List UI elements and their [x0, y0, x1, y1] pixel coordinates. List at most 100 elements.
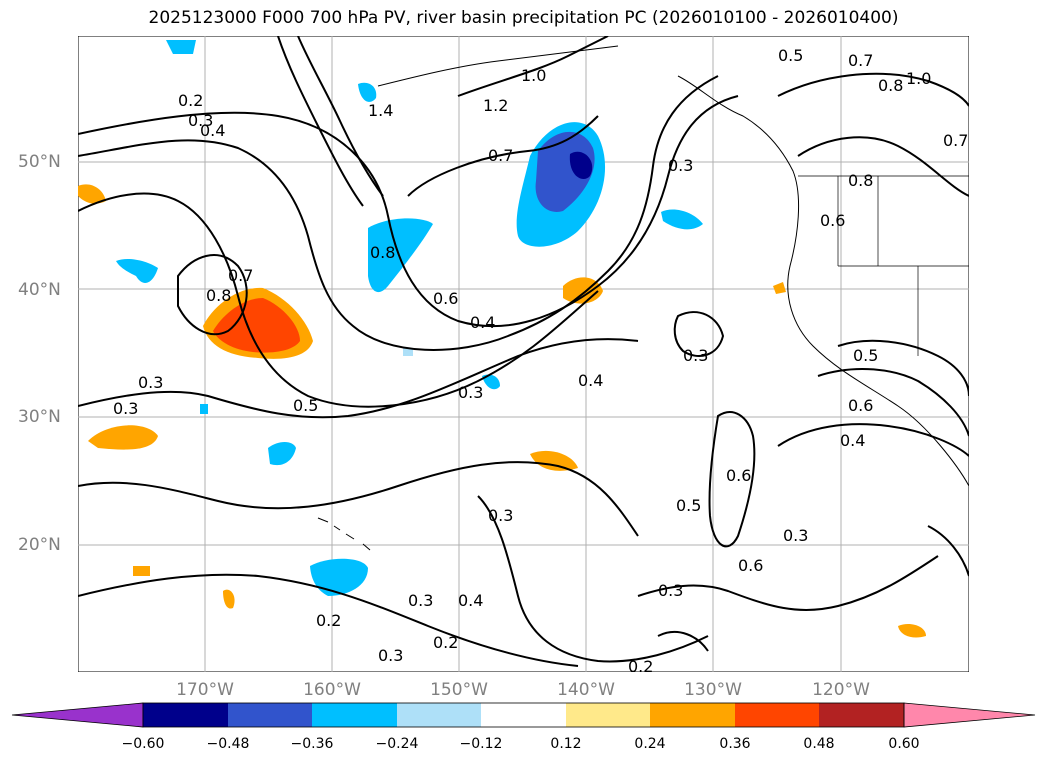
contour-label: 0.4: [470, 313, 495, 332]
neg-patch-small-3: [403, 348, 413, 356]
contour-line-17: [457, 36, 609, 97]
contour-label: 0.6: [820, 211, 845, 230]
lat-label-30n: 30°N: [18, 407, 61, 427]
pos-patch-main-core: [213, 298, 300, 353]
precipitation-shading: [78, 40, 926, 638]
contour-line-15: [777, 72, 969, 107]
contour-line-6: [78, 573, 579, 667]
colorbar-outline: [142, 702, 905, 728]
contour-label: 0.6: [726, 466, 751, 485]
coastlines: [317, 45, 969, 551]
contour-label: 0.3: [658, 581, 683, 600]
colorbar-tick: 0.12: [550, 736, 582, 752]
contour-label: 0.2: [628, 657, 653, 672]
contour-line-11: [837, 339, 969, 397]
neg-patch-central: [268, 442, 296, 466]
map-panel: 0.2 0.3 0.4 1.4 1.2 1.0 0.7 0.5 0.7 0.8 …: [78, 36, 969, 672]
colorbar-tick: −0.24: [375, 736, 419, 752]
pv-contours: [78, 36, 969, 667]
contour-label-group: 0.2 0.3 0.4 1.4 1.2 1.0 0.7 0.5 0.7 0.8 …: [113, 46, 968, 672]
colorbar-segment: [312, 703, 397, 727]
colorbar-extend-low: [11, 702, 144, 728]
contour-label: 0.3: [138, 373, 163, 392]
neg-patch-northwest-small: [358, 82, 377, 102]
pos-patch-small-east: [773, 282, 786, 294]
contour-label: 0.3: [378, 646, 403, 665]
colorbar-segment: [735, 703, 819, 727]
colorbar-segment: [143, 703, 228, 727]
lat-label-40n: 40°N: [18, 280, 61, 300]
colorbar-tick: −0.60: [121, 736, 165, 752]
contour-label: 1.0: [906, 69, 931, 88]
neg-patch-east: [661, 209, 703, 230]
contour-line-5: [78, 461, 639, 537]
contour-label: 0.3: [188, 111, 213, 130]
contour-label: 0.7: [848, 51, 873, 70]
contour-line-3: [78, 192, 599, 408]
contour-label: 0.2: [316, 611, 341, 630]
contour-line-4: [78, 338, 639, 419]
lon-label-150w: 150°W: [430, 680, 488, 700]
contour-label: 1.0: [521, 66, 546, 85]
pos-patch-far-west: [78, 184, 106, 204]
colorbar: [11, 702, 1036, 728]
colorbar-segment: [566, 703, 650, 727]
coastline-alaska: [377, 45, 619, 87]
neg-patch-top-left: [166, 40, 196, 54]
contour-line-10: [673, 311, 725, 357]
contour-label: 0.3: [113, 399, 138, 418]
contour-label: 0.6: [738, 556, 763, 575]
contour-label: 0.3: [488, 506, 513, 525]
lon-label-120w: 120°W: [812, 680, 870, 700]
lat-label-20n: 20°N: [18, 535, 61, 555]
contour-label: 0.3: [783, 526, 808, 545]
contour-label: 0.5: [293, 396, 318, 415]
contour-label: 0.3: [458, 383, 483, 402]
contour-line-18: [277, 36, 364, 207]
pos-patch-center-south: [530, 450, 578, 471]
contour-line-16: [407, 115, 599, 197]
contour-label: 1.2: [483, 96, 508, 115]
neg-patch-mid-west: [368, 218, 433, 293]
contour-line-22: [927, 525, 969, 577]
colorbar-tick: −0.36: [290, 736, 334, 752]
neg-patch-south: [310, 558, 368, 596]
contour-label: 0.4: [840, 431, 865, 450]
pos-patch-southeast: [898, 624, 926, 638]
neg-patch-small-1: [482, 374, 500, 390]
contour-line-19: [297, 36, 384, 197]
contour-label: 0.3: [683, 346, 708, 365]
contour-label: 0.7: [228, 266, 253, 285]
contour-line-14: [797, 136, 969, 197]
contour-line-9: [708, 411, 756, 548]
contour-label: 0.4: [578, 371, 603, 390]
contour-line-20: [177, 254, 248, 336]
contour-label: 0.6: [848, 396, 873, 415]
colorbar-segment: [819, 703, 904, 727]
contour-label: 0.3: [668, 156, 693, 175]
colorbar-segment: [481, 703, 566, 727]
lon-label-130w: 130°W: [684, 680, 742, 700]
contour-line-21: [657, 631, 709, 652]
contour-label: 0.8: [206, 286, 231, 305]
map-title: 2025123000 F000 700 hPa PV, river basin …: [148, 8, 899, 28]
pos-patch-west: [88, 425, 158, 450]
contour-label: 0.7: [943, 131, 968, 150]
colorbar-tick: −0.12: [459, 736, 503, 752]
coastline-north-america: [677, 75, 969, 487]
colorbar-tick: 0.48: [803, 736, 835, 752]
contour-label: 0.2: [178, 91, 203, 110]
contour-line-12: [817, 368, 969, 437]
neg-patch-small-2: [200, 404, 208, 414]
contour-label: 0.8: [878, 76, 903, 95]
neg-patch-north-center-core: [569, 151, 593, 180]
colorbar-segment: [228, 703, 312, 727]
colorbar-tick: 0.24: [634, 736, 666, 752]
contour-label: 0.7: [488, 146, 513, 165]
colorbar-segment: [650, 703, 735, 727]
colorbar-segment: [397, 703, 481, 727]
neg-patch-north-center-mid: [535, 131, 595, 212]
contour-label: 0.6: [433, 289, 458, 308]
state-borders: [798, 175, 969, 356]
coastline-hawaii: [317, 517, 371, 551]
